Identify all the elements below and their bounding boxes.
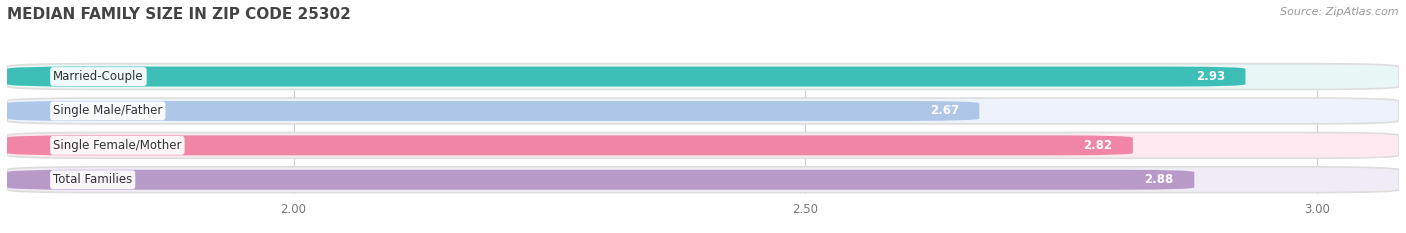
FancyBboxPatch shape — [7, 167, 1399, 193]
FancyBboxPatch shape — [7, 67, 1246, 86]
FancyBboxPatch shape — [7, 64, 1399, 89]
Text: Single Female/Mother: Single Female/Mother — [53, 139, 181, 152]
Text: Married-Couple: Married-Couple — [53, 70, 143, 83]
FancyBboxPatch shape — [7, 98, 1399, 124]
Text: 2.82: 2.82 — [1083, 139, 1112, 152]
Text: 2.67: 2.67 — [929, 104, 959, 117]
FancyBboxPatch shape — [7, 170, 1194, 190]
FancyBboxPatch shape — [7, 132, 1399, 158]
Text: 2.88: 2.88 — [1144, 173, 1174, 186]
FancyBboxPatch shape — [7, 135, 1133, 155]
Text: Source: ZipAtlas.com: Source: ZipAtlas.com — [1281, 7, 1399, 17]
Text: Total Families: Total Families — [53, 173, 132, 186]
Text: 2.93: 2.93 — [1197, 70, 1225, 83]
FancyBboxPatch shape — [7, 101, 980, 121]
Text: Single Male/Father: Single Male/Father — [53, 104, 163, 117]
Text: MEDIAN FAMILY SIZE IN ZIP CODE 25302: MEDIAN FAMILY SIZE IN ZIP CODE 25302 — [7, 7, 351, 22]
